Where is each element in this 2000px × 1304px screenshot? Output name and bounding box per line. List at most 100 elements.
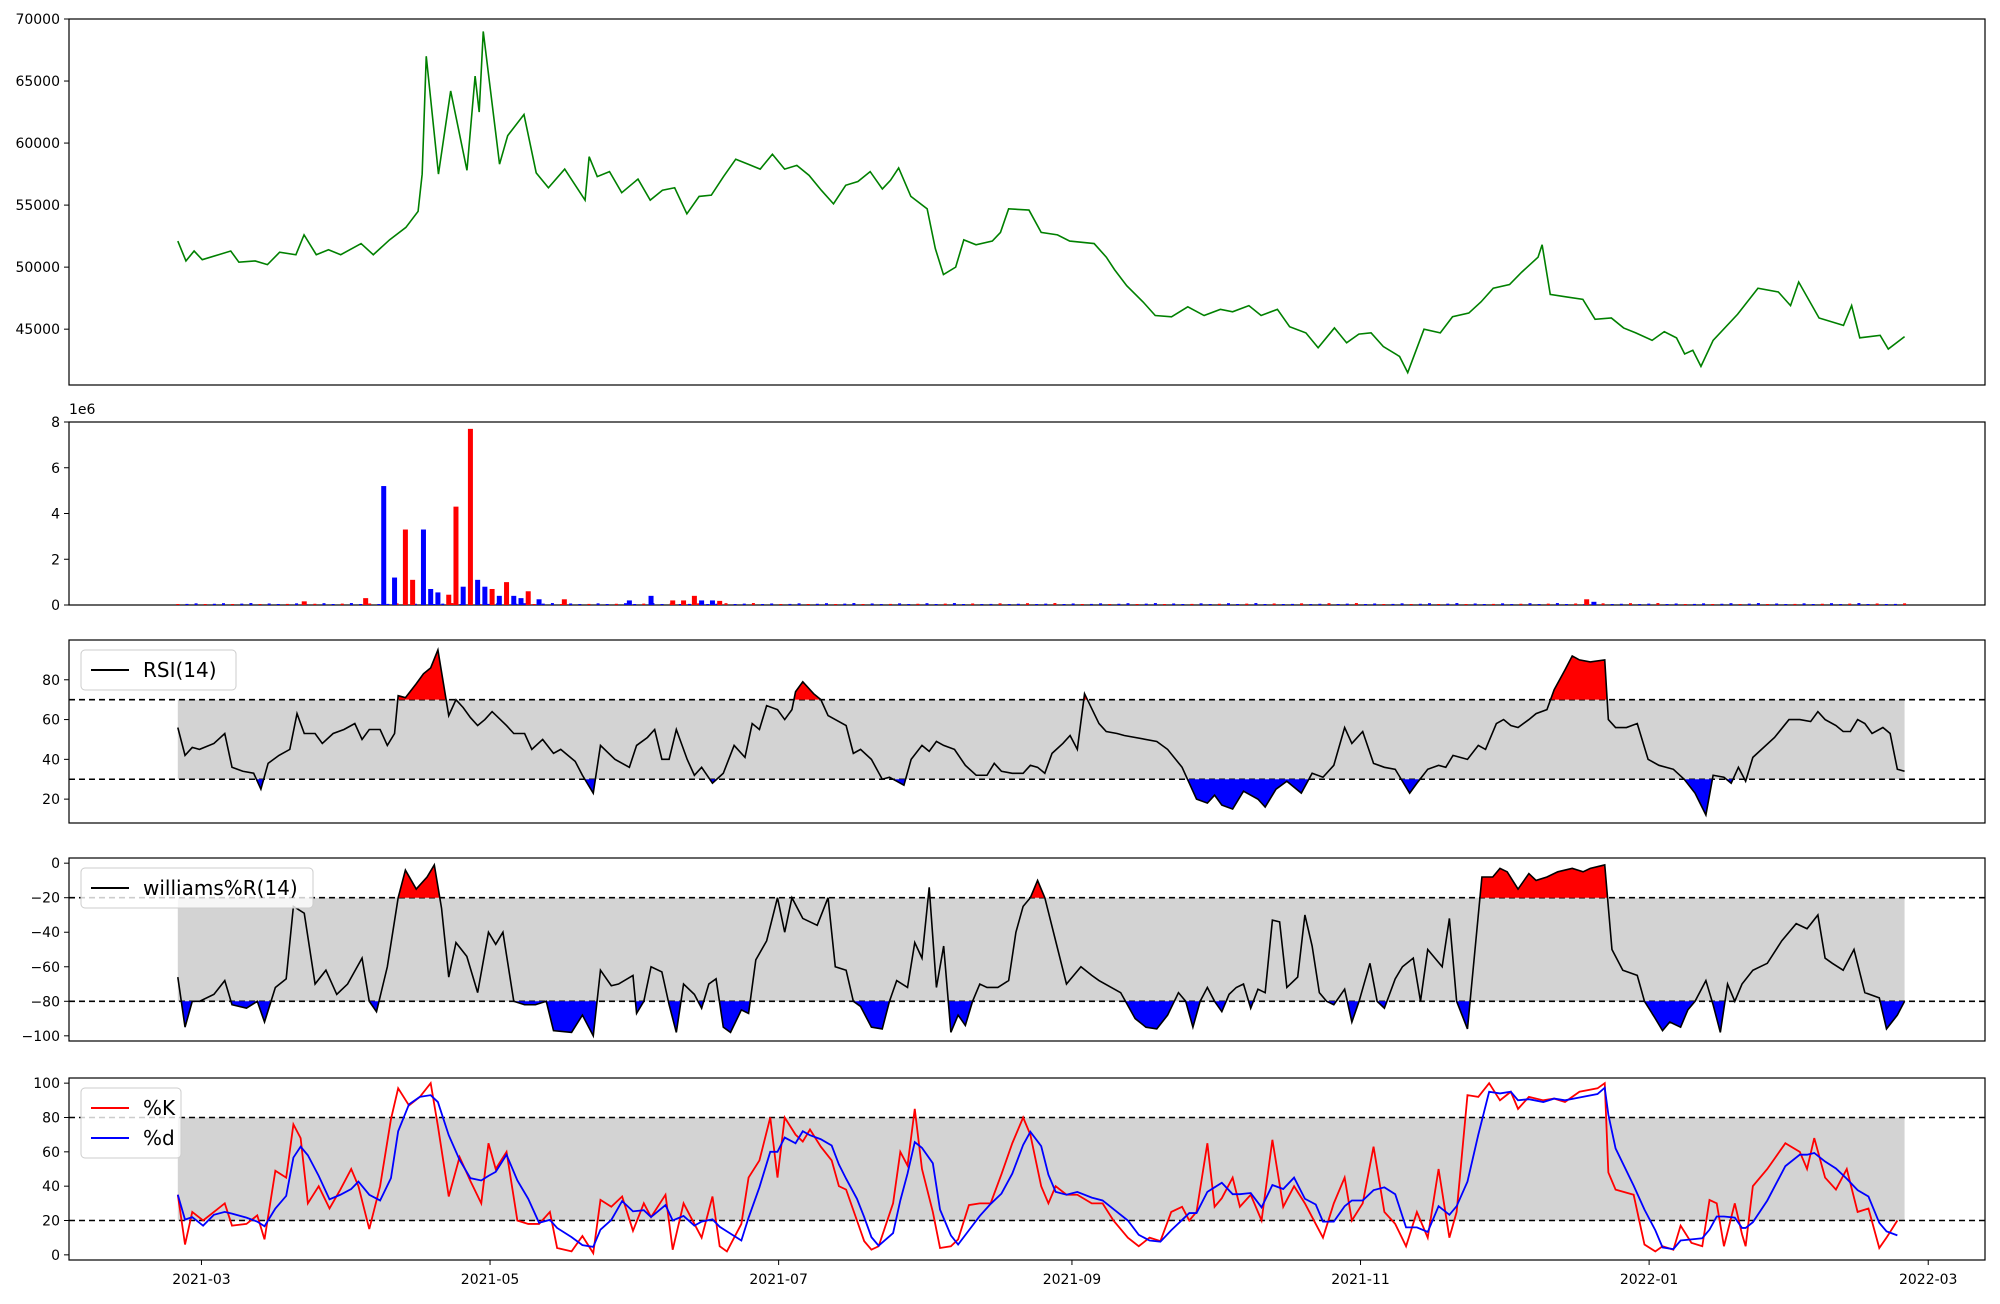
volume-bar [402, 529, 408, 605]
volume-bar [295, 603, 299, 605]
volume-bar [1766, 604, 1770, 605]
stochastic-k-line [176, 1080, 1899, 1256]
volume-bar [450, 603, 454, 605]
volume-bar [511, 595, 517, 605]
volume-bar [1364, 604, 1368, 605]
volume-bar [1501, 603, 1505, 605]
price-axes [68, 18, 1986, 386]
stochastic-ytick-label: 0 [51, 1248, 60, 1264]
volume-bar [1217, 603, 1221, 605]
volume-bar [815, 603, 819, 605]
volume-bar [561, 599, 567, 605]
volume-bar [824, 603, 828, 605]
volume-bar [1647, 603, 1651, 605]
rsi-axes [68, 639, 1986, 824]
volume-bar [907, 604, 911, 605]
volume-bar [240, 603, 244, 605]
volume-bar [788, 603, 792, 605]
volume-bar [717, 600, 723, 605]
price-ytick-label: 45000 [15, 322, 60, 338]
volume-bar [1199, 603, 1203, 605]
volume-bar [1519, 603, 1523, 605]
volume-bar [989, 603, 993, 605]
williams-line [177, 862, 1906, 1039]
volume-bar [1720, 603, 1724, 605]
rsi-oversold-fill [256, 779, 1747, 816]
volume-bar [569, 603, 573, 605]
volume-bar [1007, 604, 1011, 605]
volume-bar [1373, 603, 1377, 605]
price-ytick-label: 55000 [15, 198, 60, 214]
volume-bar [870, 603, 874, 605]
volume-bar [1903, 603, 1907, 605]
williams-oversold-fill [181, 1001, 1905, 1036]
volume-bar [670, 600, 676, 605]
volume-bar [1290, 603, 1294, 605]
volume-bar [536, 599, 542, 605]
volume-bar [1108, 604, 1112, 605]
volume-bar [560, 604, 564, 605]
volume-bar [1226, 603, 1230, 605]
volume-bar [1208, 604, 1212, 605]
volume-bar [331, 604, 335, 605]
williams-band [177, 897, 1905, 1002]
williams-legend-label: williams%R(14) [143, 876, 298, 900]
rsi-legend-box [80, 649, 237, 691]
stochastic-legend-box [80, 1087, 182, 1159]
volume-bar [349, 603, 353, 605]
volume-bar [1756, 603, 1760, 605]
volume-bar [1784, 604, 1788, 605]
volume-bar [435, 592, 441, 605]
volume-bar [1053, 603, 1057, 605]
volume-bar [1089, 603, 1093, 605]
volume-bar [1354, 603, 1358, 605]
volume-bar [751, 603, 755, 605]
volume-bar [359, 604, 363, 605]
volume-ytick-label: 0 [51, 598, 60, 614]
williams-ytick-label: −20 [30, 891, 60, 907]
stochastic-axes [68, 1077, 1986, 1261]
rsi-ytick-label: 40 [42, 752, 60, 768]
volume-bar [395, 603, 399, 605]
volume-bar [363, 598, 369, 605]
volume-bar [1811, 604, 1815, 605]
volume-bar [626, 600, 632, 605]
volume-bar [1144, 603, 1148, 605]
volume-bar [518, 598, 524, 605]
volume-bar [1025, 603, 1029, 605]
volume-bar [496, 595, 502, 605]
volume-bar [1546, 603, 1550, 605]
volume-bar [1062, 604, 1066, 605]
volume-bar [1601, 603, 1605, 605]
volume-bar [605, 604, 609, 605]
volume-bar [221, 603, 225, 605]
volume-bar [1345, 603, 1349, 605]
stochastic-band [177, 1117, 1905, 1221]
williams-ytick-label: −100 [22, 1029, 60, 1045]
volume-bar [1591, 601, 1597, 605]
volume-bar [834, 604, 838, 605]
volume-bar [1491, 603, 1495, 605]
volume-bar [523, 603, 527, 605]
volume-bar [1446, 603, 1450, 605]
volume-bar [1181, 604, 1185, 605]
price-ytick-label: 65000 [15, 74, 60, 90]
volume-bar [916, 603, 920, 605]
volume-bar [1455, 603, 1459, 605]
volume-bar [368, 603, 372, 605]
volume-bar [1327, 603, 1331, 605]
volume-bar [697, 603, 701, 605]
volume-bar [952, 603, 956, 605]
volume-bar [392, 577, 398, 605]
volume-bar [1537, 604, 1541, 605]
volume-bar [1391, 603, 1395, 605]
volume-bar [194, 603, 198, 605]
volume-bar [681, 600, 687, 605]
volume-bar [453, 506, 459, 605]
volume-bar [1099, 603, 1103, 605]
volume-bar [843, 603, 847, 605]
volume-bar [212, 603, 216, 605]
stochastic-ytick-label: 20 [42, 1214, 60, 1230]
volume-bar [879, 604, 883, 605]
volume-bar [742, 603, 746, 605]
